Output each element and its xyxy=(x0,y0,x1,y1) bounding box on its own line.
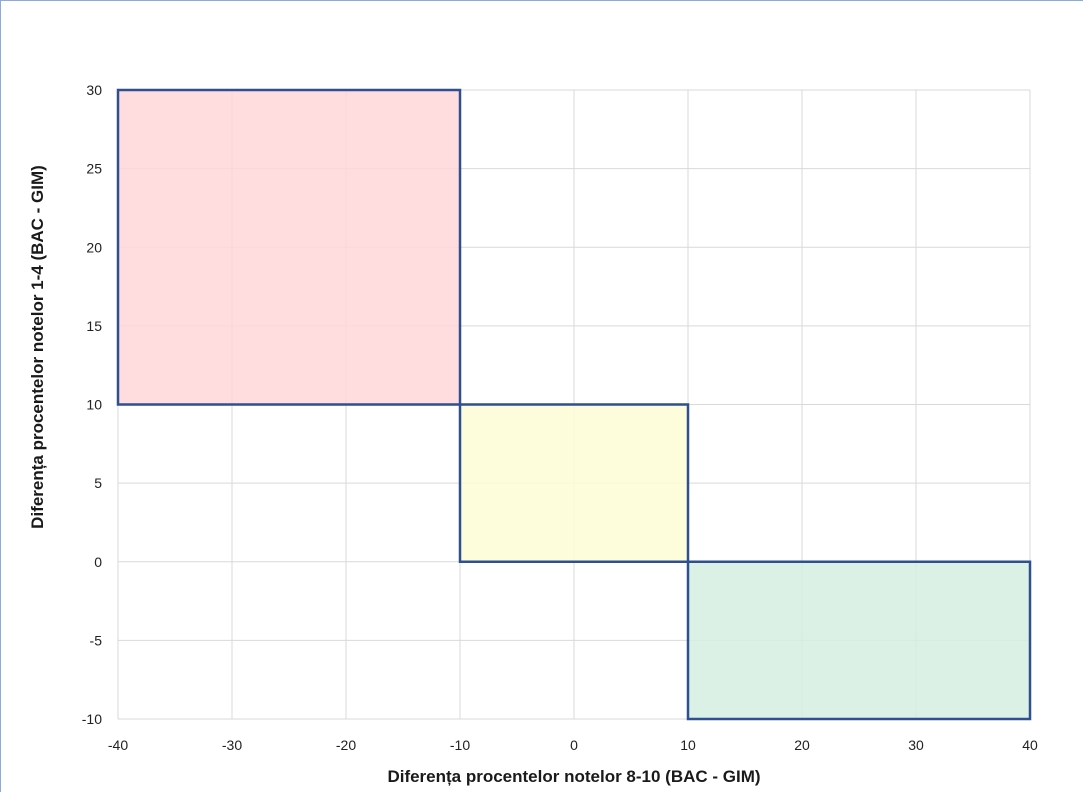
x-tick-label: -20 xyxy=(336,737,356,753)
y-tick-label: 20 xyxy=(86,239,102,255)
y-tick-label: -10 xyxy=(82,711,102,727)
x-tick-label: 0 xyxy=(570,737,578,753)
y-tick-label: -5 xyxy=(90,632,103,648)
x-tick-label: 10 xyxy=(680,737,696,753)
y-axis-title: Diferența procentelor notelor 1-4 (BAC -… xyxy=(28,165,47,529)
y-tick-label: 30 xyxy=(86,82,102,98)
x-axis-title: Diferența procentelor notelor 8-10 (BAC … xyxy=(387,767,760,786)
tick-labels: -40 -30 -20 -10 0 10 20 30 40 -10 -5 0 5 10 15 20 25 30 xyxy=(82,82,1038,753)
x-tick-label: -40 xyxy=(108,737,128,753)
x-tick-label: 40 xyxy=(1022,737,1038,753)
regions xyxy=(116,88,1032,721)
x-tick-label: 30 xyxy=(908,737,924,753)
x-tick-label: -30 xyxy=(222,737,242,753)
y-tick-label: 0 xyxy=(94,554,102,570)
y-tick-label: 25 xyxy=(86,161,102,177)
region-rect-1 xyxy=(116,88,462,406)
x-tick-label: 20 xyxy=(794,737,810,753)
y-tick-label: 10 xyxy=(86,397,102,413)
x-tick-label: -10 xyxy=(450,737,470,753)
region-rect-2 xyxy=(458,403,690,563)
y-tick-label: 15 xyxy=(86,318,102,334)
region-rect-3 xyxy=(686,560,1032,721)
y-tick-label: 5 xyxy=(94,475,102,491)
